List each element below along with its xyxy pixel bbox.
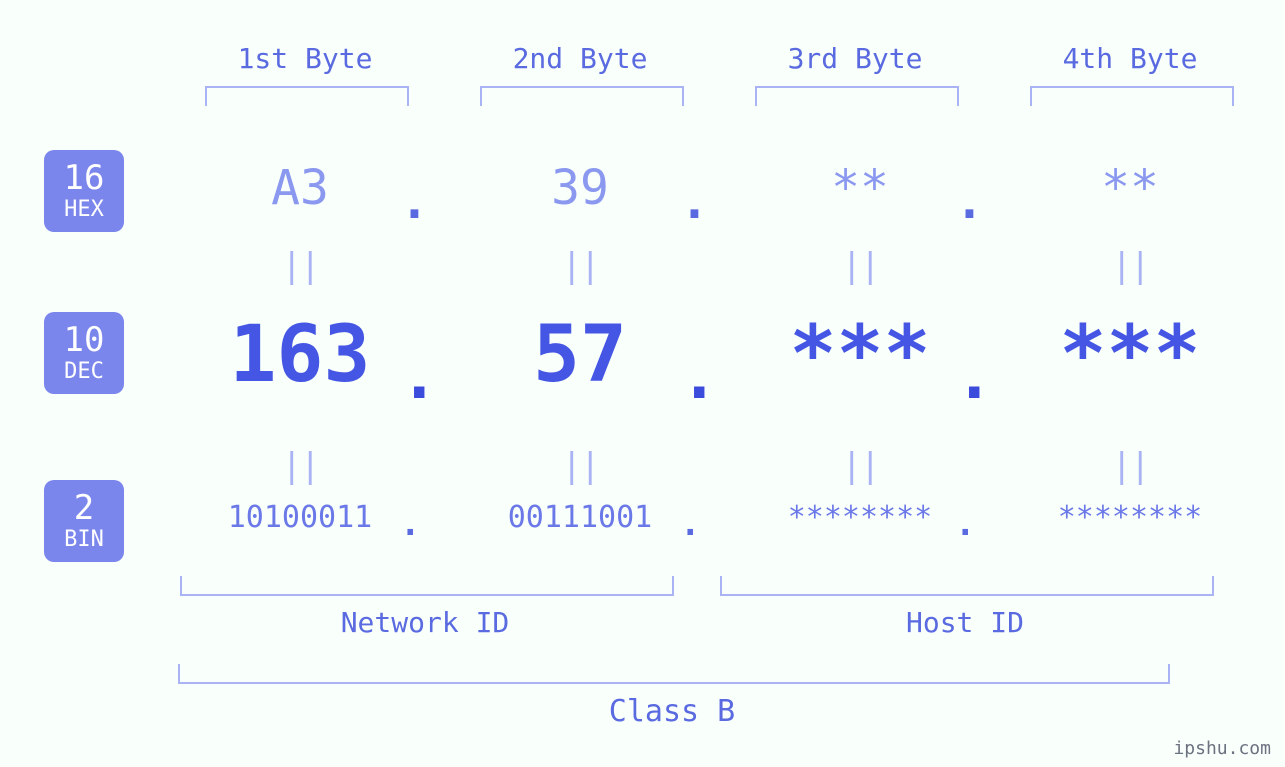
dec-byte-2: 57	[460, 310, 700, 400]
hex-badge-txt: HEX	[64, 198, 104, 222]
byte-bracket-3	[755, 86, 959, 106]
hex-byte-3: **	[740, 160, 980, 216]
byte-bracket-1	[205, 86, 409, 106]
dec-badge-txt: DEC	[64, 360, 104, 384]
network-id-bracket	[180, 576, 674, 596]
network-id-label: Network ID	[180, 606, 670, 639]
eq-bot-2: ||	[460, 446, 700, 486]
bin-badge-txt: BIN	[64, 528, 104, 552]
bin-badge-num: 2	[74, 490, 94, 527]
hex-byte-4: **	[1010, 160, 1250, 216]
bin-byte-4: ********	[1010, 500, 1250, 535]
eq-top-4: ||	[1010, 246, 1250, 286]
eq-top-3: ||	[740, 246, 980, 286]
byte-label-3: 3rd Byte	[755, 42, 955, 75]
eq-bot-1: ||	[180, 446, 420, 486]
bin-dot-1: .	[400, 504, 420, 544]
byte-label-1: 1st Byte	[205, 42, 405, 75]
hex-byte-1: A3	[180, 160, 420, 216]
eq-bot-3: ||	[740, 446, 980, 486]
watermark: ipshu.com	[1173, 738, 1271, 759]
byte-bracket-4	[1030, 86, 1234, 106]
byte-label-4: 4th Byte	[1030, 42, 1230, 75]
bin-dot-3: .	[955, 504, 975, 544]
host-id-label: Host ID	[720, 606, 1210, 639]
class-label: Class B	[178, 694, 1166, 729]
bin-byte-2: 00111001	[460, 500, 700, 535]
dec-badge-num: 10	[64, 322, 105, 359]
dec-byte-4: ***	[1010, 310, 1250, 400]
bin-byte-1: 10100011	[180, 500, 420, 535]
eq-top-1: ||	[180, 246, 420, 286]
dec-dot-1: .	[400, 340, 439, 414]
hex-byte-2: 39	[460, 160, 700, 216]
bin-byte-3: ********	[740, 500, 980, 535]
dec-dot-2: .	[680, 340, 719, 414]
class-bracket	[178, 664, 1170, 684]
dec-dot-3: .	[955, 340, 994, 414]
hex-dot-2: .	[680, 174, 709, 230]
hex-dot-3: .	[955, 174, 984, 230]
bin-badge: 2 BIN	[44, 480, 124, 562]
hex-badge: 16 HEX	[44, 150, 124, 232]
byte-bracket-2	[480, 86, 684, 106]
host-id-bracket	[720, 576, 1214, 596]
byte-label-2: 2nd Byte	[480, 42, 680, 75]
hex-badge-num: 16	[64, 160, 105, 197]
dec-byte-3: ***	[740, 310, 980, 400]
dec-badge: 10 DEC	[44, 312, 124, 394]
eq-bot-4: ||	[1010, 446, 1250, 486]
bin-dot-2: .	[680, 504, 700, 544]
eq-top-2: ||	[460, 246, 700, 286]
dec-byte-1: 163	[180, 310, 420, 400]
hex-dot-1: .	[400, 174, 429, 230]
